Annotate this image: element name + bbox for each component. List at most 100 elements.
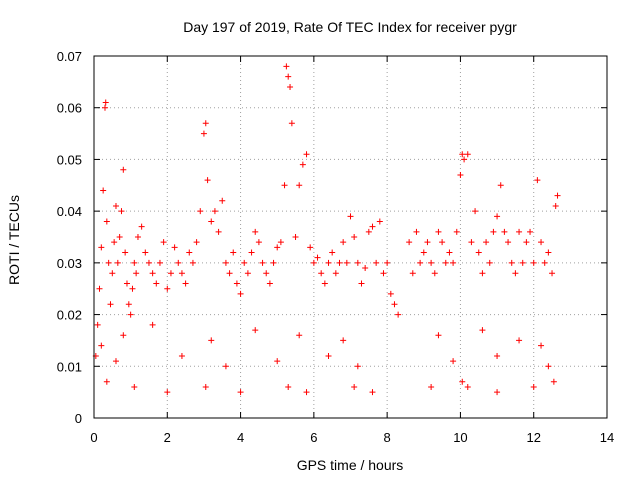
data-point: [501, 228, 508, 235]
plot-frame: [93, 55, 608, 419]
data-point: [424, 239, 431, 246]
data-point: [131, 383, 138, 390]
data-point: [105, 259, 112, 266]
data-point: [516, 337, 523, 344]
data-point: [112, 202, 119, 209]
data-point: [519, 259, 526, 266]
data-point: [413, 228, 420, 235]
data-point: [505, 239, 512, 246]
data-point: [120, 166, 127, 173]
data-point: [145, 259, 152, 266]
data-point: [552, 202, 559, 209]
data-point: [541, 259, 548, 266]
data-point: [252, 228, 259, 235]
data-point: [527, 228, 534, 235]
data-point: [241, 259, 248, 266]
data-point: [263, 270, 270, 277]
data-point: [215, 228, 222, 235]
data-point: [347, 213, 354, 220]
data-point: [167, 270, 174, 277]
data-point: [512, 270, 519, 277]
x-tick-label: 4: [237, 430, 244, 445]
data-point: [299, 161, 306, 168]
data-point: [222, 363, 229, 370]
data-point: [494, 389, 501, 396]
x-tick-label: 10: [453, 430, 467, 445]
data-point: [116, 234, 123, 240]
data-point: [325, 259, 332, 266]
data-point: [111, 239, 118, 246]
data-point: [395, 311, 402, 318]
data-point: [428, 383, 435, 390]
data-point: [287, 84, 294, 91]
data-point: [431, 270, 438, 277]
data-point: [530, 383, 537, 390]
data-point: [274, 244, 281, 251]
x-tick-label: 6: [310, 430, 317, 445]
data-point: [103, 218, 110, 225]
data-point: [387, 290, 394, 297]
data-point: [274, 358, 281, 365]
data-point: [211, 208, 218, 215]
data-point: [362, 265, 369, 272]
data-point: [303, 151, 310, 158]
data-point: [153, 280, 160, 287]
y-tick-label: 0.04: [57, 204, 82, 219]
data-point: [122, 249, 129, 256]
data-point: [202, 120, 209, 127]
data-point: [354, 259, 361, 266]
data-point: [131, 259, 138, 266]
data-point: [310, 259, 317, 266]
y-tick-label: 0.05: [57, 152, 82, 167]
y-tick-label: 0.06: [57, 101, 82, 116]
data-point: [369, 223, 376, 230]
data-point: [457, 171, 464, 178]
data-point: [193, 239, 200, 246]
data-point: [464, 151, 471, 158]
data-point: [259, 259, 266, 266]
data-point: [96, 285, 103, 292]
data-point: [530, 259, 537, 266]
data-point: [523, 239, 530, 246]
data-point: [516, 228, 523, 235]
data-point: [102, 99, 109, 106]
data-point: [351, 383, 358, 390]
data-point: [252, 327, 259, 334]
data-point: [288, 120, 295, 127]
data-point: [230, 249, 237, 256]
y-tick-label: 0.01: [57, 359, 82, 374]
data-point: [376, 218, 383, 225]
y-tick-label: 0.02: [57, 308, 82, 323]
data-point: [538, 342, 545, 349]
y-tick-label: 0.03: [57, 256, 82, 271]
data-point: [314, 254, 321, 261]
data-point: [358, 280, 365, 287]
x-tick-label: 2: [164, 430, 171, 445]
data-point: [292, 234, 299, 240]
data-point: [226, 270, 233, 277]
data-point: [103, 378, 110, 385]
data-point: [281, 182, 288, 189]
data-point: [248, 249, 255, 256]
data-point: [435, 332, 442, 339]
data-point: [406, 239, 413, 246]
data-point: [369, 389, 376, 396]
data-point: [149, 270, 156, 277]
data-point: [354, 363, 361, 370]
data-point: [237, 389, 244, 396]
data-point: [204, 177, 211, 184]
data-point: [285, 383, 292, 390]
data-point: [101, 104, 108, 111]
data-point: [340, 337, 347, 344]
data-point: [494, 352, 501, 359]
data-point: [222, 259, 229, 266]
data-point: [351, 234, 358, 240]
data-point: [182, 280, 189, 287]
x-tick-label: 12: [526, 430, 540, 445]
data-point: [497, 182, 504, 189]
data-point: [100, 187, 107, 194]
data-point: [538, 239, 545, 246]
data-point: [417, 259, 424, 266]
data-point: [202, 383, 209, 390]
